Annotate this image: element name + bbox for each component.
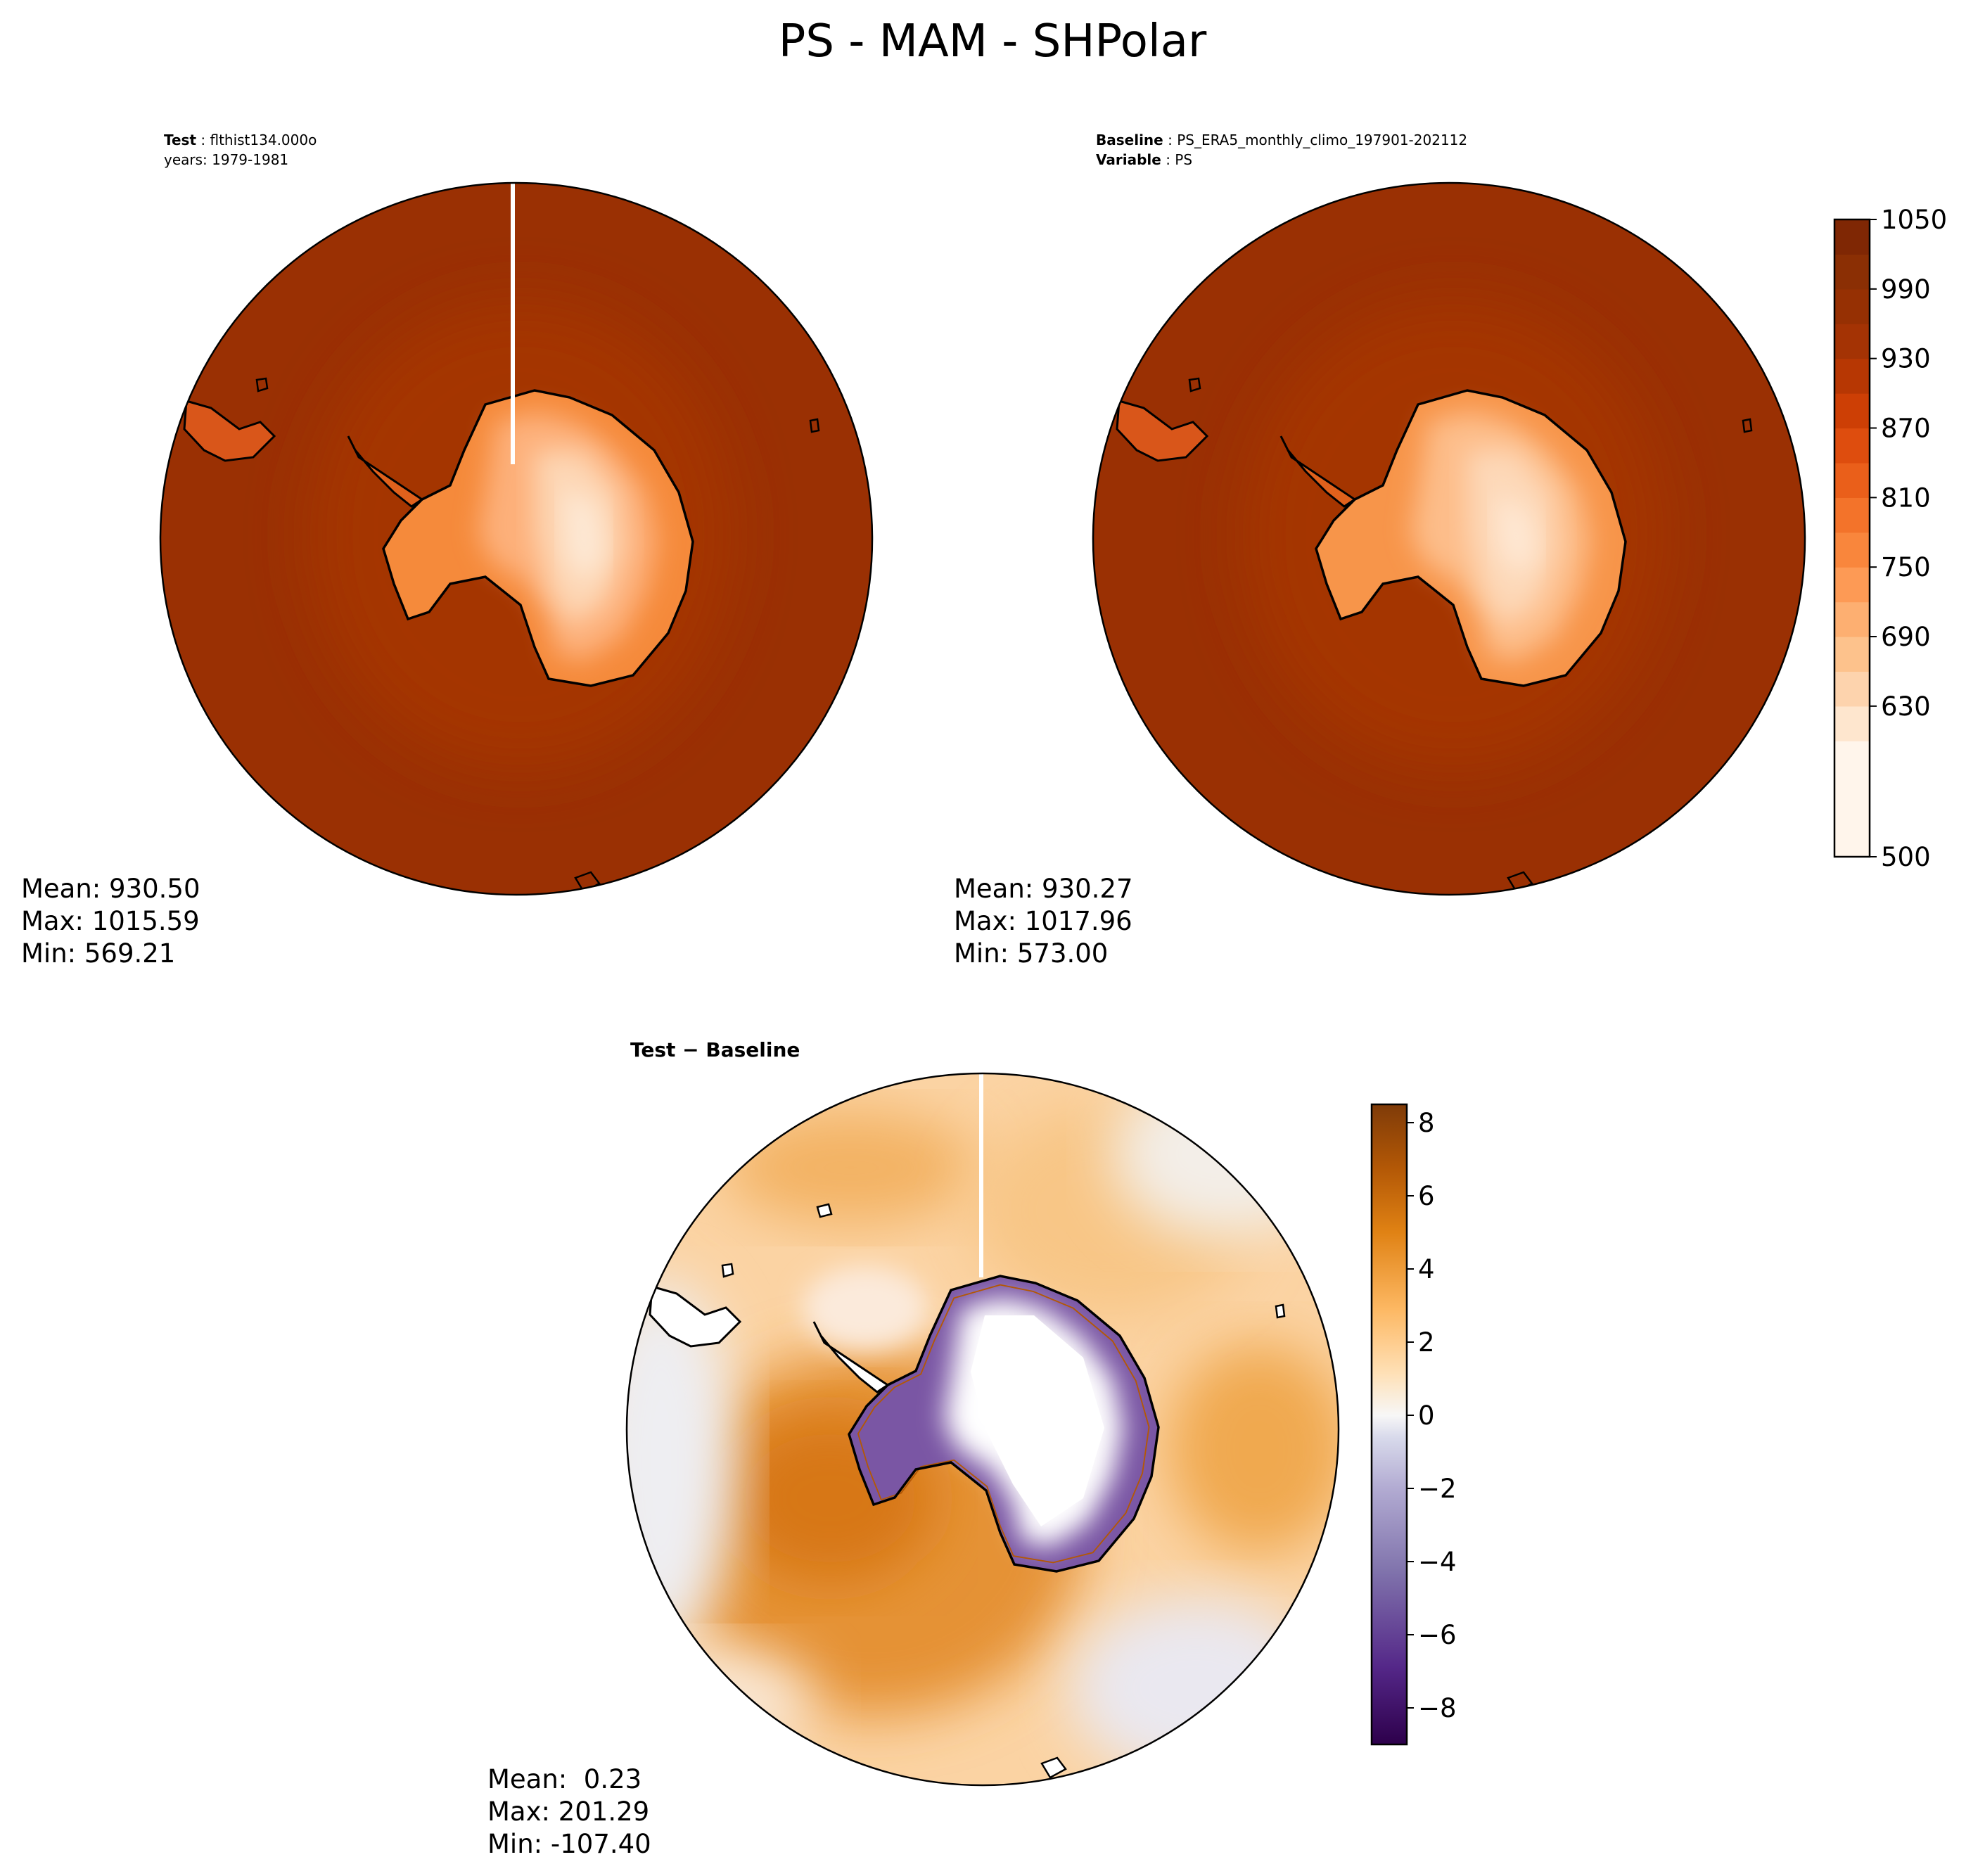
baseline-mean: Mean: 930.27 xyxy=(954,874,1133,904)
test-mean: Mean: 930.50 xyxy=(21,874,200,904)
baseline-max: Max: 1017.96 xyxy=(954,906,1132,936)
colorbar-main-band xyxy=(1834,532,1870,568)
colorbar-main-tick-label: 1050 xyxy=(1881,205,1947,235)
difference-header: Test − Baseline xyxy=(630,1038,800,1061)
test-header-line2: years: 1979-1981 xyxy=(164,151,288,168)
colorbar-main: 500 630 690 750 810 870 930 990 1050 xyxy=(1833,205,1947,872)
baseline-panel: Baseline : PS_ERA5_monthly_climo_197901-… xyxy=(954,132,1806,969)
difference-map xyxy=(627,1073,1339,1785)
colorbar-difference-bar xyxy=(1372,1104,1407,1744)
colorbar-main-band xyxy=(1834,254,1870,290)
colorbar-difference-tick-label: 8 xyxy=(1418,1108,1435,1138)
colorbar-main-band xyxy=(1834,393,1870,429)
colorbar-main-band xyxy=(1834,219,1870,255)
colorbar-difference-tick-label: −8 xyxy=(1418,1693,1457,1723)
colorbar-main-band xyxy=(1834,706,1870,741)
colorbar-main-tick-label: 930 xyxy=(1881,344,1931,374)
difference-min: Min: -107.40 xyxy=(487,1829,651,1859)
test-max: Max: 1015.59 xyxy=(21,906,200,936)
difference-mean: Mean: 0.23 xyxy=(487,1764,642,1794)
colorbar-difference-tick-label: −2 xyxy=(1418,1474,1457,1504)
colorbar-main-band xyxy=(1834,637,1870,672)
baseline-header-line1: Baseline : PS_ERA5_monthly_climo_197901-… xyxy=(1096,132,1467,148)
colorbar-main-band xyxy=(1834,741,1870,857)
colorbar-main-tick-label: 750 xyxy=(1881,552,1931,582)
test-min: Min: 569.21 xyxy=(21,938,175,969)
colorbar-difference-frame xyxy=(1370,1103,1408,1746)
difference-max: Max: 201.29 xyxy=(487,1797,649,1827)
baseline-min: Min: 573.00 xyxy=(954,938,1108,969)
test-header-line1: Test : flthist134.000o xyxy=(164,132,317,148)
test-antarctica xyxy=(347,389,694,687)
colorbar-main-tick-label: 810 xyxy=(1881,483,1931,513)
colorbar-main-tick-label: 630 xyxy=(1881,691,1931,722)
colorbar-main-band xyxy=(1834,601,1870,637)
difference-antarctica xyxy=(812,1275,1160,1573)
colorbar-main-band xyxy=(1834,324,1870,359)
colorbar-main-band xyxy=(1834,462,1870,498)
colorbar-difference-tick-label: 2 xyxy=(1418,1327,1435,1358)
colorbar-difference-tick-label: −4 xyxy=(1418,1547,1457,1577)
colorbar-difference-tick-label: −6 xyxy=(1418,1620,1457,1650)
colorbar-difference-tick-label: 4 xyxy=(1418,1254,1435,1284)
colorbar-difference: −8 −6 −4 −2 0 2 4 6 8 xyxy=(1370,1103,1457,1746)
colorbar-main-frame xyxy=(1833,218,1871,858)
colorbar-main-band xyxy=(1834,671,1870,707)
baseline-header-line2: Variable : PS xyxy=(1096,151,1192,168)
figure-title: PS - MAM - SHPolar xyxy=(779,15,1207,68)
colorbar-main-tick-label: 870 xyxy=(1881,414,1931,444)
baseline-map xyxy=(1093,183,1805,895)
colorbar-main-tick-label: 990 xyxy=(1881,274,1931,305)
colorbar-main-band xyxy=(1834,288,1870,324)
test-map xyxy=(160,183,872,895)
colorbar-main-tick-label: 500 xyxy=(1881,842,1931,872)
colorbar-main-band xyxy=(1834,497,1870,533)
difference-panel: Test − Baseline xyxy=(487,1038,1340,1859)
baseline-antarctica xyxy=(1279,389,1627,687)
colorbar-main-band xyxy=(1834,567,1870,603)
colorbar-main-band xyxy=(1834,428,1870,464)
colorbar-main-band xyxy=(1834,358,1870,394)
colorbar-difference-tick-label: 6 xyxy=(1418,1181,1435,1211)
colorbar-main-tick-label: 690 xyxy=(1881,622,1931,652)
colorbar-difference-tick-label: 0 xyxy=(1418,1400,1435,1431)
test-panel: Test : flthist134.000o years: 1979-1981 xyxy=(21,132,874,969)
